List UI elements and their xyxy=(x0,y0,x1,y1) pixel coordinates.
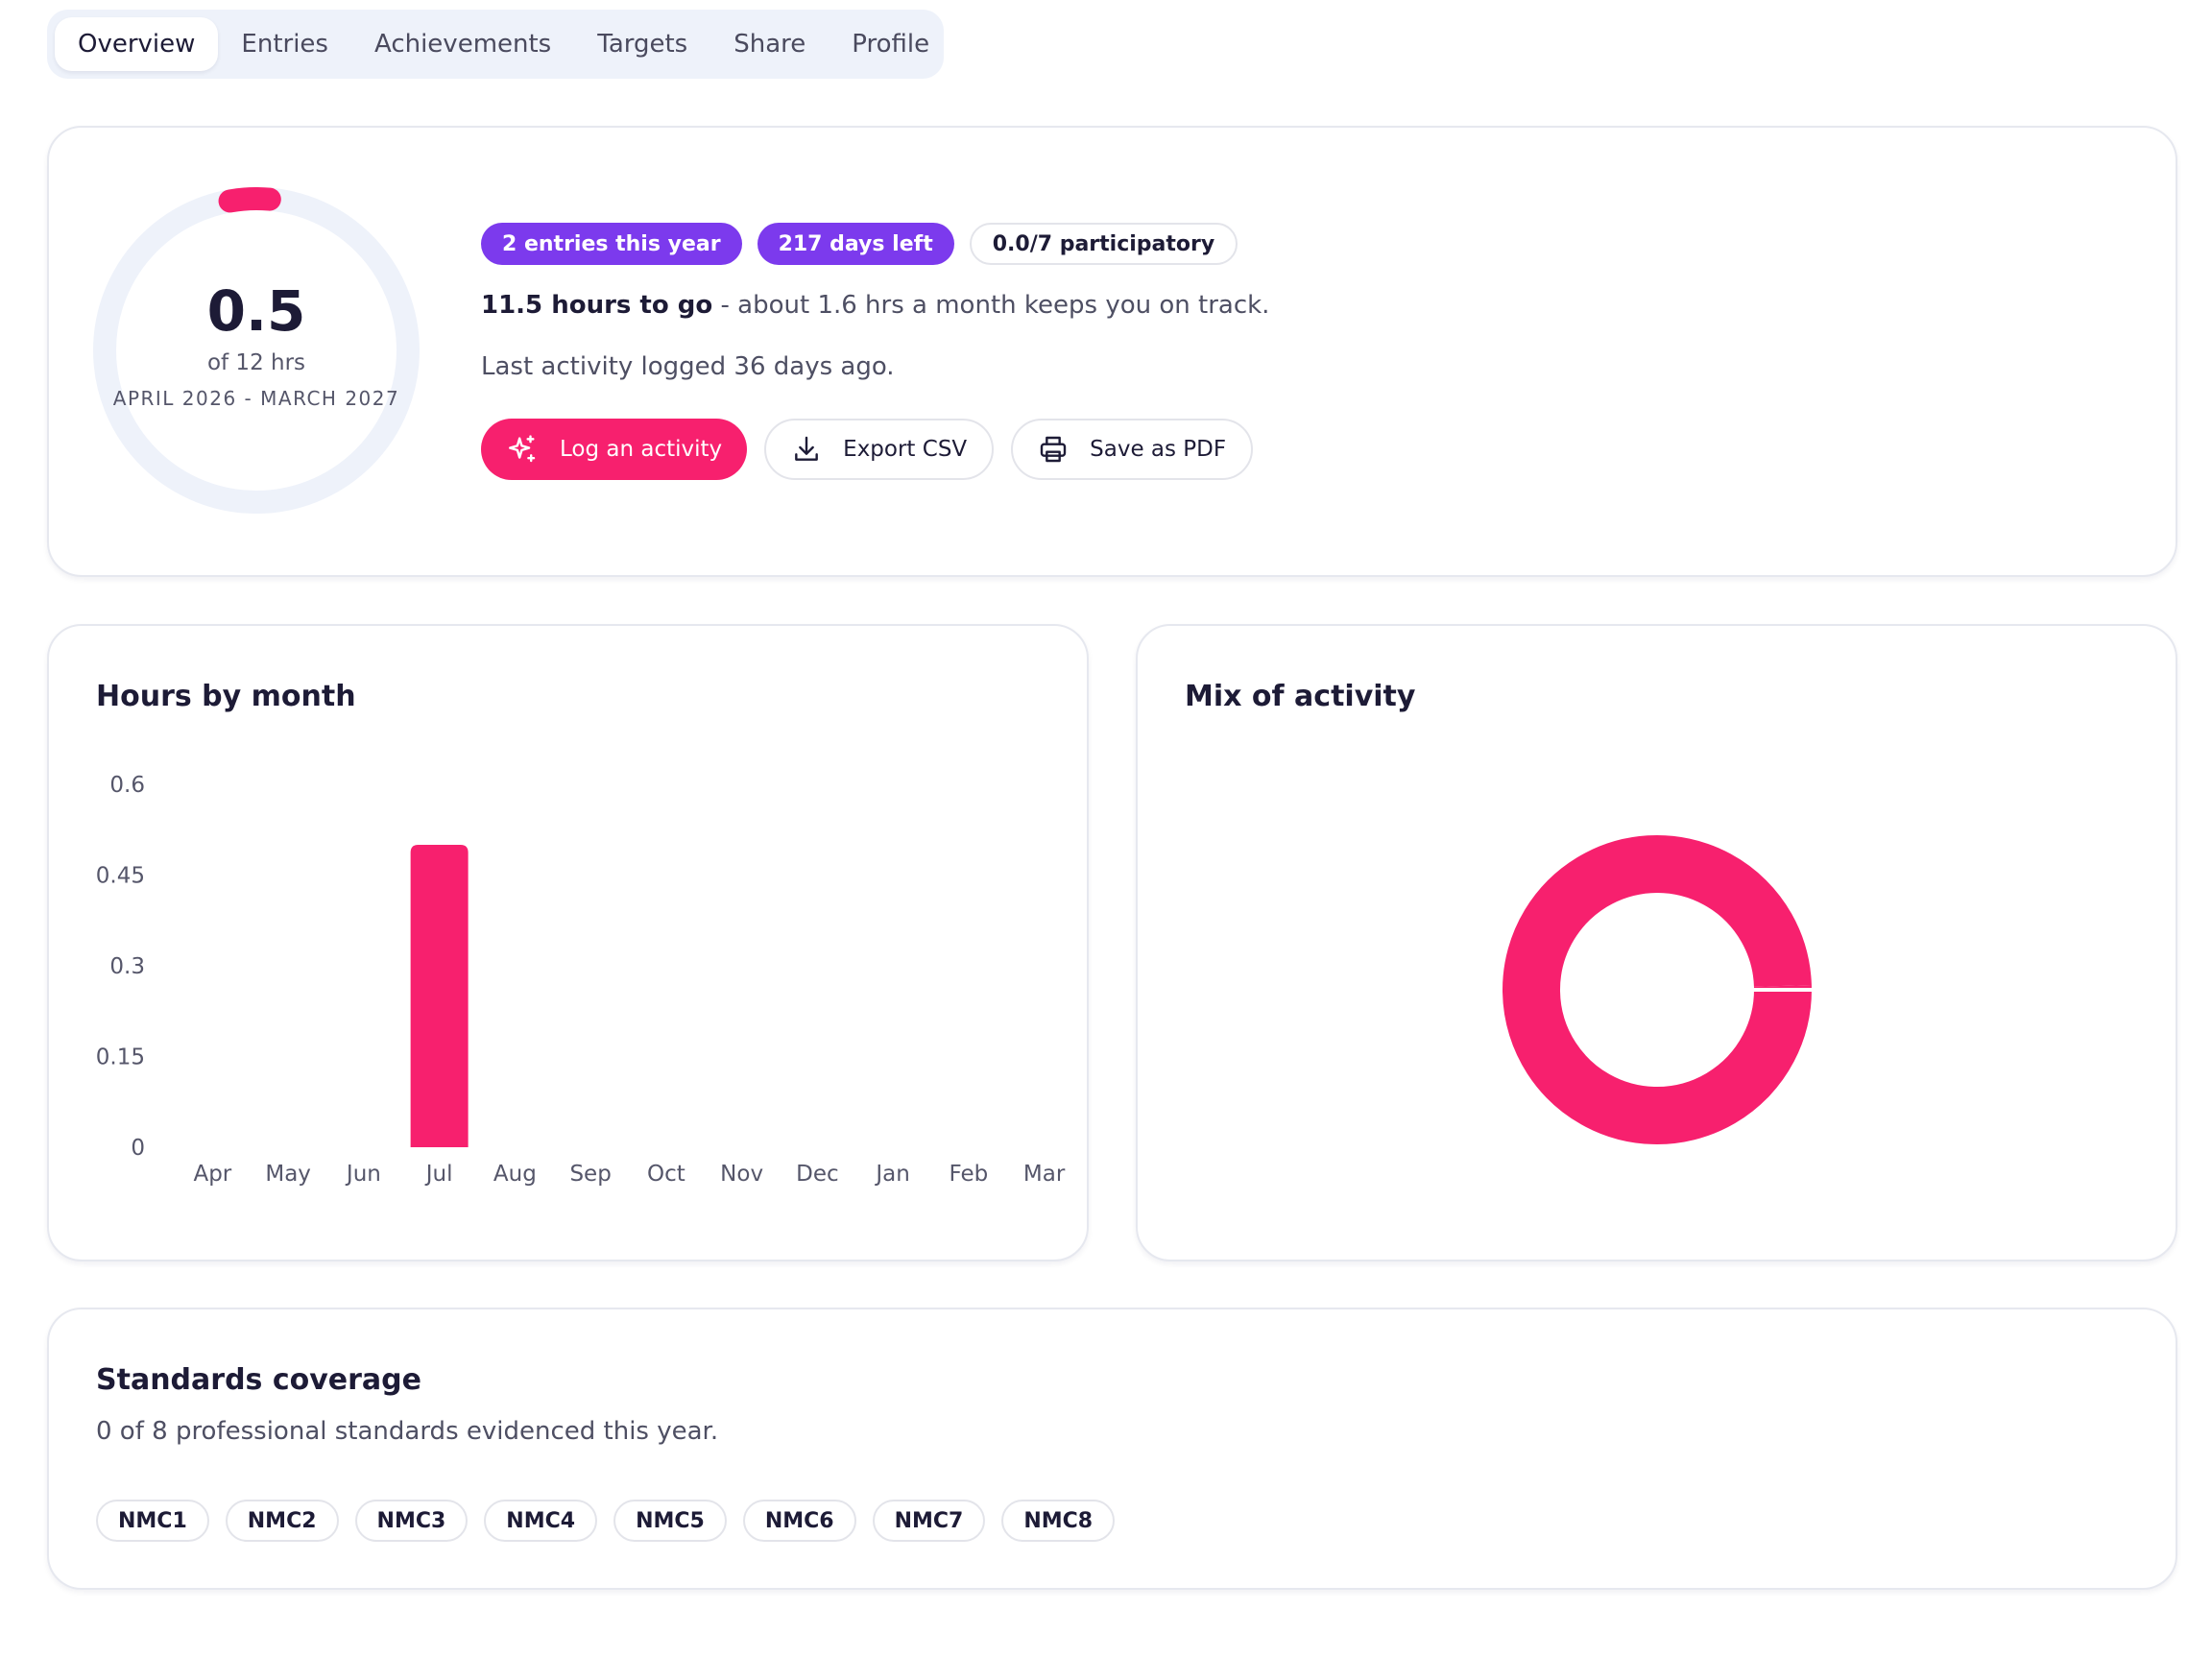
summary-badges: 2 entries this year 217 days left 0.0/7 … xyxy=(481,223,1238,265)
y-tick-label: 0.15 xyxy=(96,1045,145,1070)
x-tick-label: Nov xyxy=(720,1162,763,1187)
x-tick-label: Jul xyxy=(424,1162,453,1187)
donut-slice-0 xyxy=(1503,835,1812,1144)
y-tick-label: 0.6 xyxy=(109,773,145,798)
standard-pill-nmc8: NMC8 xyxy=(1001,1500,1116,1542)
export-csv-label: Export CSV xyxy=(843,437,968,462)
period-label: APRIL 2026 - MARCH 2027 xyxy=(112,387,400,410)
standard-pill-nmc7: NMC7 xyxy=(872,1500,986,1542)
standard-pill-nmc1: NMC1 xyxy=(96,1500,209,1542)
goal-hint: - about 1.6 hrs a month keeps you on tra… xyxy=(712,291,1270,320)
x-tick-label: Dec xyxy=(796,1162,839,1187)
save-pdf-button[interactable]: Save as PDF xyxy=(1011,419,1254,480)
bar-jul xyxy=(410,845,469,1147)
standards-coverage-title: Standards coverage xyxy=(96,1363,421,1397)
tab-achievements[interactable]: Achievements xyxy=(373,30,552,59)
standard-pill-nmc5: NMC5 xyxy=(613,1500,727,1542)
x-tick-label: Oct xyxy=(647,1162,685,1187)
summary-card: 0.5 of 12 hrs APRIL 2026 - MARCH 2027 2 … xyxy=(47,126,2177,577)
participatory-badge: 0.0/7 participatory xyxy=(969,223,1238,265)
tab-profile[interactable]: Profile xyxy=(852,30,930,59)
standards-coverage-card: Standards coverage 0 of 8 professional s… xyxy=(47,1308,2177,1590)
tab-bar: Overview Entries Achievements Targets Sh… xyxy=(47,10,944,79)
hours-target-label: of 12 hrs xyxy=(206,350,306,375)
download-icon xyxy=(795,436,819,461)
x-tick-label: Feb xyxy=(950,1162,989,1187)
x-tick-label: Jan xyxy=(874,1162,909,1187)
x-tick-label: Apr xyxy=(193,1162,231,1187)
hours-by-month-chart: 0 0.15 0.3 0.45 0.6 Apr May Jun Jul Aug Sep Oct Nov D… xyxy=(96,773,1066,1187)
standard-pill-nmc4: NMC4 xyxy=(484,1500,598,1542)
x-tick-label: May xyxy=(265,1162,311,1187)
sparkles-icon xyxy=(509,435,536,463)
export-csv-button[interactable]: Export CSV xyxy=(764,419,995,480)
standard-pill-nmc6: NMC6 xyxy=(742,1500,856,1542)
x-tick-label: Aug xyxy=(493,1162,537,1187)
standards-coverage-subtitle: 0 of 8 professional standards evidenced … xyxy=(96,1417,719,1446)
entries-badge: 2 entries this year xyxy=(481,223,742,265)
standards-list: NMC1 NMC2 NMC3 NMC4 NMC5 NMC6 NMC7 NMC8 xyxy=(96,1500,1116,1542)
x-tick-label: Mar xyxy=(1023,1162,1066,1187)
goal-text: 11.5 hours to go - about 1.6 hrs a month… xyxy=(481,291,1269,320)
progress-ring xyxy=(93,187,420,514)
progress-ring-fill xyxy=(93,187,420,514)
summary-actions: Log an activity Export CSV Save as PDF xyxy=(481,419,1254,480)
progress-ring-label: 0.5 of 12 hrs APRIL 2026 - MARCH 2027 xyxy=(93,187,420,514)
y-tick-label: 0 xyxy=(131,1136,145,1161)
tab-share[interactable]: Share xyxy=(733,30,806,59)
save-pdf-label: Save as PDF xyxy=(1090,437,1227,462)
tab-overview[interactable]: Overview xyxy=(55,17,219,71)
hours-logged-value: 0.5 xyxy=(206,278,306,344)
hours-by-month-title: Hours by month xyxy=(96,680,356,713)
printer-icon xyxy=(1040,436,1067,463)
mix-of-activity-card: Mix of activity xyxy=(1136,624,2177,1261)
tab-entries[interactable]: Entries xyxy=(241,30,328,59)
x-tick-label: Jun xyxy=(345,1162,381,1187)
x-tick-label: Sep xyxy=(569,1162,611,1187)
standard-pill-nmc3: NMC3 xyxy=(354,1500,469,1542)
last-activity-text: Last activity logged 36 days ago. xyxy=(481,352,895,381)
mix-of-activity-chart xyxy=(1503,835,1814,1144)
log-activity-label: Log an activity xyxy=(560,437,723,462)
tab-targets[interactable]: Targets xyxy=(597,30,688,59)
mix-of-activity-title: Mix of activity xyxy=(1185,680,1416,713)
days-left-badge: 217 days left xyxy=(757,223,954,265)
hours-by-month-card: Hours by month 0 0.15 0.3 0.45 0.6 Apr May Jun J… xyxy=(47,624,1089,1261)
standard-pill-nmc2: NMC2 xyxy=(225,1500,339,1542)
hours-to-go: 11.5 hours to go xyxy=(481,291,713,320)
y-tick-label: 0.3 xyxy=(109,954,145,979)
log-activity-button[interactable]: Log an activity xyxy=(481,419,748,480)
y-tick-label: 0.45 xyxy=(96,864,145,889)
